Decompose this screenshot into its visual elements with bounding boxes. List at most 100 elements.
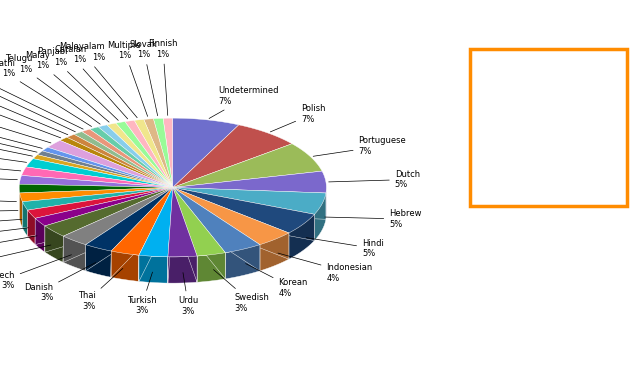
PathPatch shape xyxy=(28,188,173,218)
PathPatch shape xyxy=(139,188,173,281)
PathPatch shape xyxy=(139,188,173,257)
PathPatch shape xyxy=(45,188,173,252)
PathPatch shape xyxy=(90,127,173,188)
PathPatch shape xyxy=(173,188,225,279)
PathPatch shape xyxy=(22,188,173,228)
Text: Malayalam
1%: Malayalam 1% xyxy=(60,42,137,118)
PathPatch shape xyxy=(111,251,139,281)
PathPatch shape xyxy=(22,167,173,188)
PathPatch shape xyxy=(173,188,326,219)
PathPatch shape xyxy=(173,188,260,271)
Text: Polish
7%: Polish 7% xyxy=(270,104,326,132)
PathPatch shape xyxy=(260,233,289,271)
PathPatch shape xyxy=(86,188,173,251)
PathPatch shape xyxy=(173,144,322,188)
Text: Tamil
2%: Tamil 2% xyxy=(0,218,22,237)
PathPatch shape xyxy=(173,188,289,244)
PathPatch shape xyxy=(33,155,173,188)
PathPatch shape xyxy=(225,244,260,279)
PathPatch shape xyxy=(45,188,173,236)
PathPatch shape xyxy=(20,193,22,228)
PathPatch shape xyxy=(86,244,111,277)
PathPatch shape xyxy=(37,151,173,188)
Text: Swedish
3%: Swedish 3% xyxy=(214,270,269,312)
PathPatch shape xyxy=(173,188,314,240)
Text: Persian
2%: Persian 2% xyxy=(0,228,28,252)
PathPatch shape xyxy=(111,188,173,255)
Text: Panjabi
1%: Panjabi 1% xyxy=(37,47,118,120)
PathPatch shape xyxy=(22,202,28,236)
PathPatch shape xyxy=(173,188,260,271)
PathPatch shape xyxy=(98,125,173,188)
PathPatch shape xyxy=(35,218,45,252)
PathPatch shape xyxy=(125,120,173,188)
PathPatch shape xyxy=(20,188,173,202)
Text: Armenian
1%: Armenian 1% xyxy=(0,74,68,135)
Text: Telugu
1%: Telugu 1% xyxy=(4,54,100,124)
PathPatch shape xyxy=(168,188,173,283)
Text: Undetermined
7%: Undetermined 7% xyxy=(209,87,279,118)
Text: Romanian
1%: Romanian 1% xyxy=(0,69,76,132)
PathPatch shape xyxy=(173,188,314,233)
Text: Bengali
2%: Bengali 2% xyxy=(0,203,18,222)
PathPatch shape xyxy=(20,188,173,219)
Text: Multiple
1%: Multiple 1% xyxy=(108,41,148,116)
PathPatch shape xyxy=(173,188,289,259)
Text: Turkish
3%: Turkish 3% xyxy=(127,272,157,315)
PathPatch shape xyxy=(168,256,197,283)
PathPatch shape xyxy=(26,159,173,188)
Text: Malay
1%: Malay 1% xyxy=(25,51,109,122)
Text: Serbian
1%: Serbian 1% xyxy=(0,108,37,152)
Text: Croatian
2%: Croatian 2% xyxy=(0,236,37,266)
PathPatch shape xyxy=(22,188,173,210)
Text: The next 40
languages make
up ~13% of total: The next 40 languages make up ~13% of to… xyxy=(483,104,615,151)
PathPatch shape xyxy=(45,188,173,252)
PathPatch shape xyxy=(19,184,173,193)
PathPatch shape xyxy=(289,214,314,259)
PathPatch shape xyxy=(74,132,173,188)
PathPatch shape xyxy=(86,188,173,271)
PathPatch shape xyxy=(20,188,173,219)
Text: Hebrew
5%: Hebrew 5% xyxy=(325,209,422,229)
Text: Portuguese
7%: Portuguese 7% xyxy=(313,136,406,156)
PathPatch shape xyxy=(197,253,225,282)
PathPatch shape xyxy=(86,188,173,271)
PathPatch shape xyxy=(154,118,173,188)
PathPatch shape xyxy=(173,188,197,282)
Text: Ukrainian
1%: Ukrainian 1% xyxy=(0,81,61,138)
Text: Music
2%: Music 2% xyxy=(0,188,17,207)
PathPatch shape xyxy=(42,147,173,188)
PathPatch shape xyxy=(48,140,173,188)
PathPatch shape xyxy=(173,171,326,193)
PathPatch shape xyxy=(116,122,173,188)
Text: Sanskrit
2%: Sanskrit 2% xyxy=(0,101,51,143)
Text: Thai
3%: Thai 3% xyxy=(78,268,123,310)
PathPatch shape xyxy=(173,188,260,253)
Text: Vietnamese
2%: Vietnamese 2% xyxy=(0,135,27,162)
PathPatch shape xyxy=(60,137,173,188)
PathPatch shape xyxy=(45,226,63,262)
PathPatch shape xyxy=(173,188,289,259)
PathPatch shape xyxy=(63,188,173,262)
PathPatch shape xyxy=(144,118,173,188)
Text: Norwegian
2%: Norwegian 2% xyxy=(0,164,17,184)
PathPatch shape xyxy=(35,188,173,244)
PathPatch shape xyxy=(173,188,314,240)
Text: Hungarian
2%: Hungarian 2% xyxy=(0,149,20,171)
PathPatch shape xyxy=(173,188,326,214)
PathPatch shape xyxy=(22,188,173,228)
PathPatch shape xyxy=(134,119,173,188)
PathPatch shape xyxy=(111,188,173,277)
PathPatch shape xyxy=(28,188,173,237)
PathPatch shape xyxy=(168,188,173,283)
PathPatch shape xyxy=(28,188,173,237)
Text: Urdu
3%: Urdu 3% xyxy=(179,273,198,316)
PathPatch shape xyxy=(173,125,292,188)
Text: Danish
3%: Danish 3% xyxy=(24,262,95,302)
PathPatch shape xyxy=(63,236,86,271)
Text: Korean
4%: Korean 4% xyxy=(246,264,308,298)
Text: Finnish
1%: Finnish 1% xyxy=(148,39,178,116)
Text: Greek
1%: Greek 1% xyxy=(0,116,33,156)
Text: Hindi
5%: Hindi 5% xyxy=(306,238,384,258)
Text: Bulgarian
1%: Bulgarian 1% xyxy=(0,101,42,148)
